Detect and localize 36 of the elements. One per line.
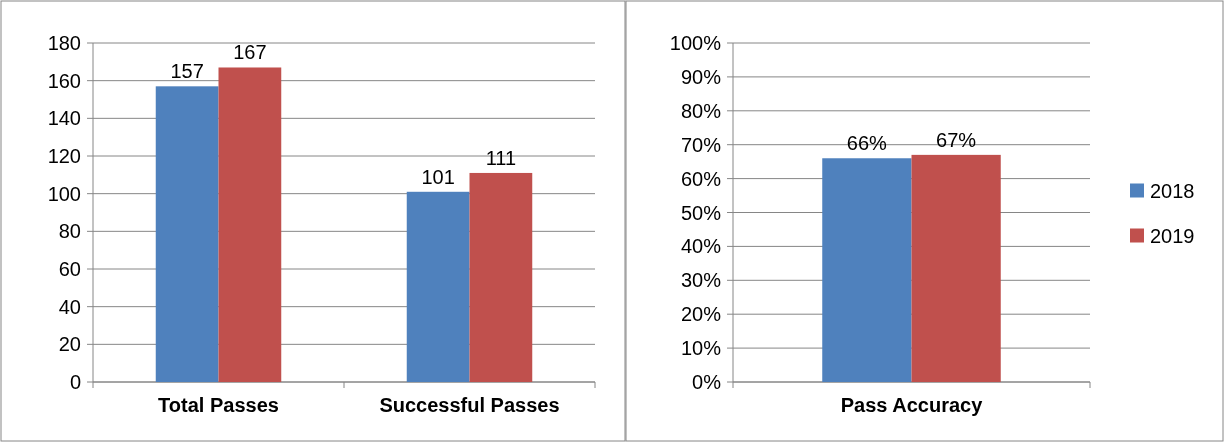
- y-tick-label: 140: [47, 107, 81, 130]
- y-tick-label: 180: [47, 32, 81, 54]
- y-tick-label: 40: [58, 295, 81, 318]
- bar: [469, 172, 533, 382]
- y-tick-label: 70%: [680, 133, 722, 156]
- y-tick-label: 0%: [692, 371, 722, 393]
- data-label: 67%: [936, 128, 977, 151]
- data-label: 167: [233, 41, 267, 64]
- y-tick-label: 60%: [680, 167, 722, 190]
- y-tick-label: 0: [69, 371, 81, 393]
- x-tick-label: Total Passes: [158, 394, 279, 416]
- y-tick-label: 10%: [680, 337, 722, 360]
- data-label: 66%: [846, 132, 888, 155]
- y-tick-label: 120: [47, 145, 81, 167]
- bar: [155, 86, 219, 382]
- data-label: 157: [170, 60, 204, 83]
- y-tick-label: 20%: [680, 303, 722, 326]
- y-tick-label: 100%: [669, 32, 722, 54]
- x-tick-label: Successful Passes: [379, 394, 560, 416]
- y-tick-label: 80%: [680, 99, 722, 122]
- y-tick-label: 160: [47, 69, 81, 92]
- y-tick-label: 60: [58, 258, 81, 280]
- bar: [406, 191, 470, 382]
- y-tick-label: 90%: [680, 65, 722, 88]
- y-tick-label: 20: [58, 333, 81, 356]
- y-tick-label: 80: [58, 220, 81, 243]
- y-tick-label: 50%: [680, 201, 722, 224]
- x-tick-label: Pass Accuracy: [840, 394, 984, 416]
- y-tick-label: 100: [47, 182, 81, 205]
- data-label: 101: [421, 165, 455, 188]
- data-label: 111: [485, 146, 517, 169]
- legend-label: 2019: [1150, 224, 1195, 247]
- bar: [218, 67, 282, 382]
- legend-label: 2018: [1150, 179, 1195, 202]
- y-tick-label: 40%: [680, 235, 722, 258]
- y-tick-label: 30%: [680, 269, 722, 292]
